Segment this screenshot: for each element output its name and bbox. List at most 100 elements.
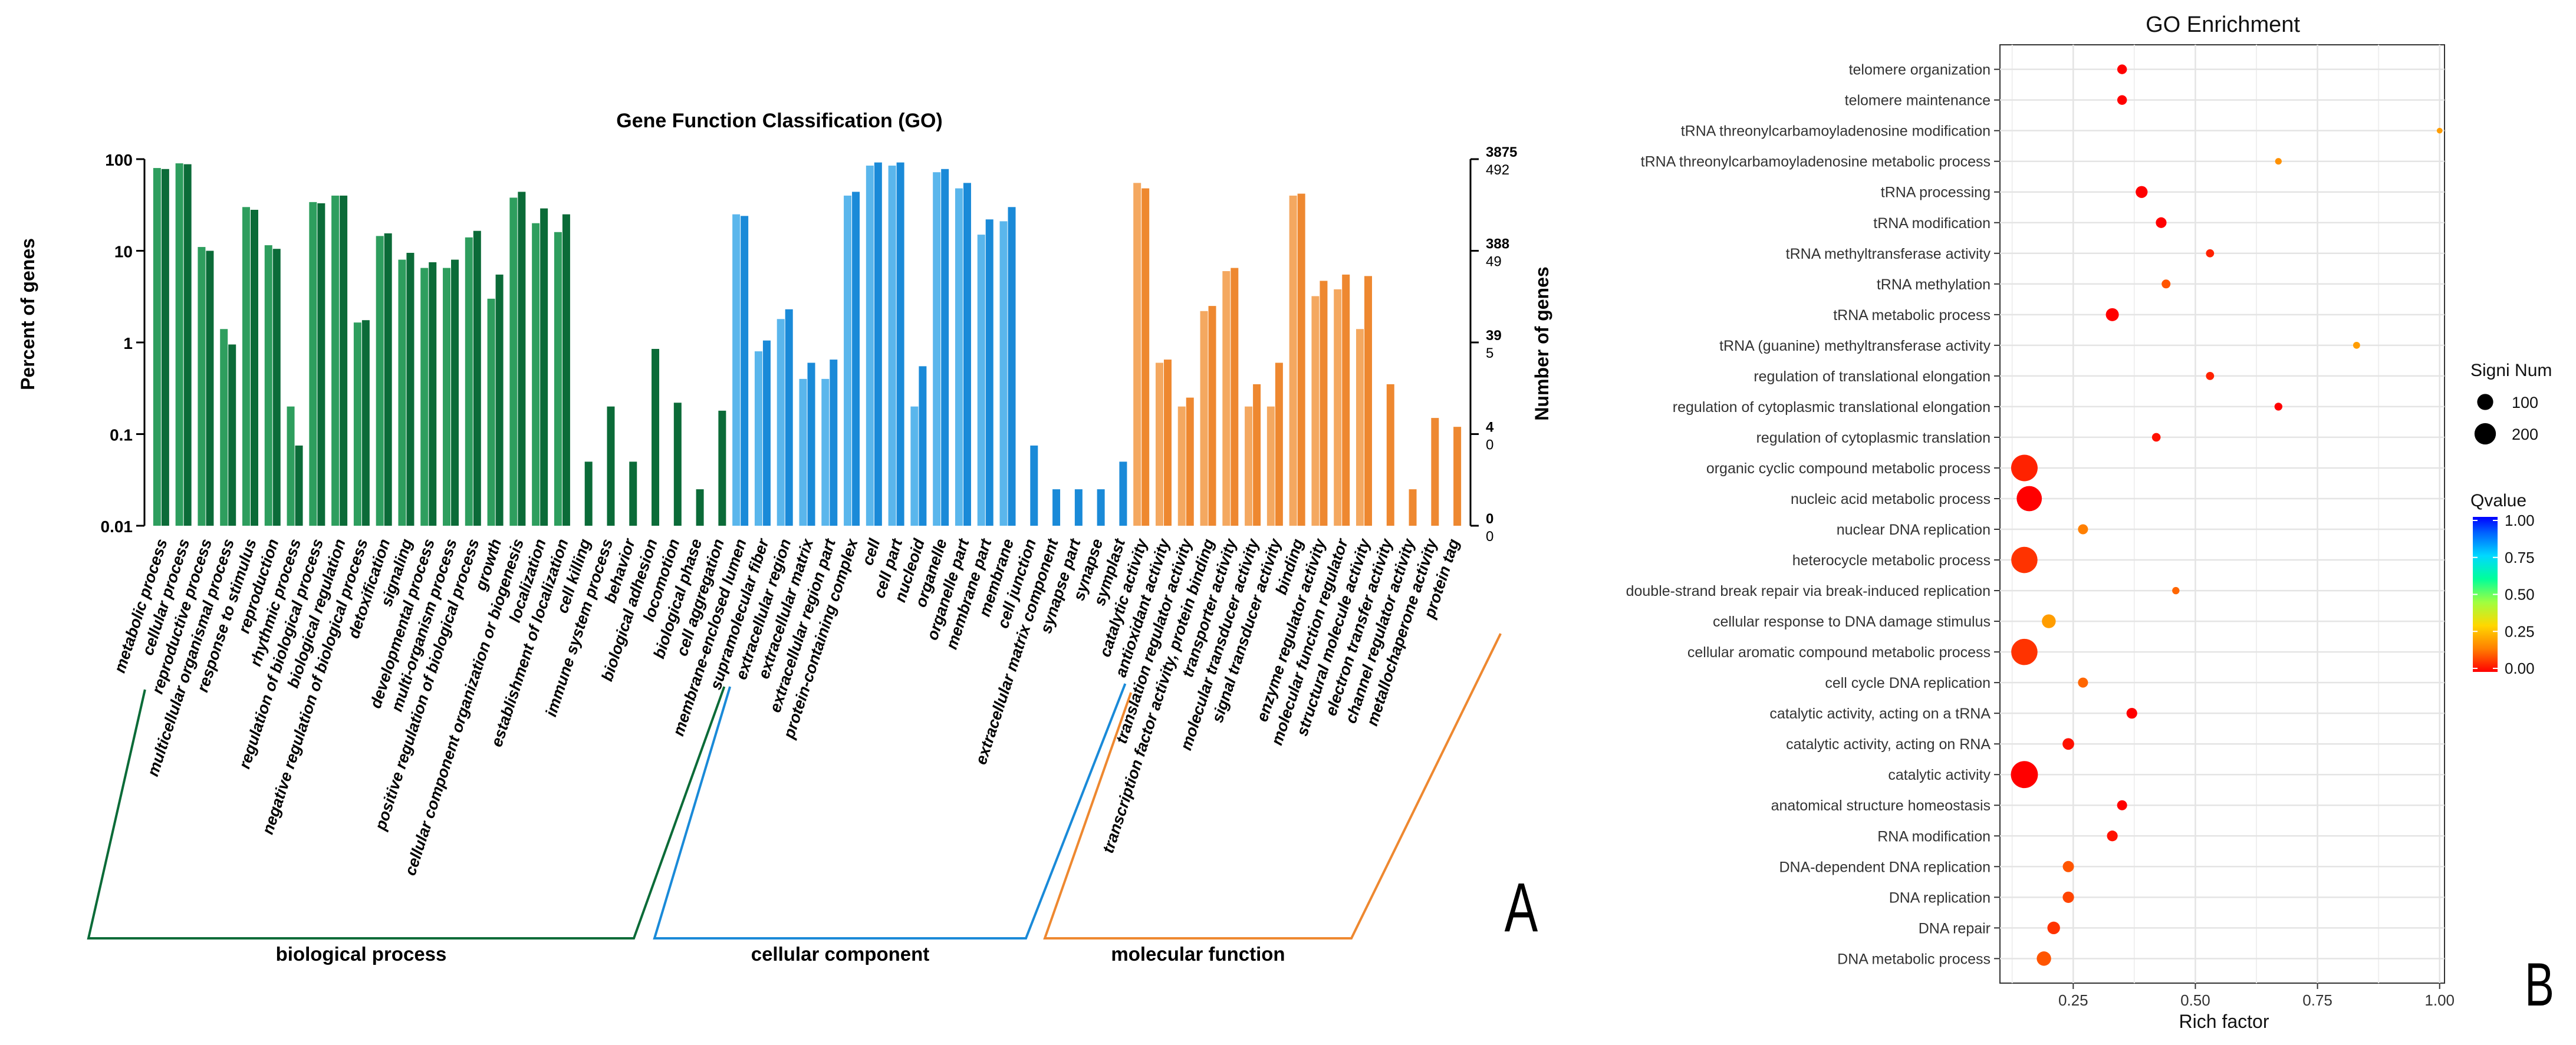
bar-pct-10 (376, 236, 384, 526)
bar-pct-17 (532, 223, 540, 526)
category-label: cell (858, 536, 884, 568)
term-dot (2011, 546, 2038, 573)
bar-count-41 (1074, 489, 1083, 526)
term-label: telomere organization (1849, 62, 1991, 78)
bar-count-20 (607, 406, 615, 526)
bar-count-44 (1141, 188, 1150, 526)
term-dot (2016, 486, 2042, 512)
group-bracket-1 (653, 683, 1127, 939)
bar-count-23 (673, 403, 682, 526)
term-dot (2011, 638, 2038, 665)
bar-count-45 (1163, 360, 1172, 526)
term-dot (2062, 738, 2074, 750)
term-dot (2136, 186, 2148, 198)
term-label: tRNA modification (1873, 215, 1991, 232)
colorbar-tick-label: 0.25 (2505, 622, 2535, 640)
panel-b-x-axis-label: Rich factor (2179, 1011, 2269, 1032)
bar-pct-14 (465, 237, 473, 526)
bar-pct-3 (220, 329, 228, 526)
bar-pct-28 (777, 319, 785, 526)
y2-tick-label-bottom: 0 (1486, 437, 1493, 453)
term-label: nuclear DNA replication (1837, 522, 1991, 538)
bar-count-47 (1208, 306, 1216, 526)
term-dot (2078, 677, 2088, 688)
term-label: DNA repair (1919, 920, 1991, 937)
bar-pct-18 (554, 232, 562, 526)
colorbar-tick-label: 0.50 (2505, 586, 2535, 604)
bar-pct-7 (309, 202, 317, 526)
bar-count-1 (183, 164, 192, 526)
bar-count-31 (852, 192, 860, 526)
bar-count-12 (429, 262, 437, 526)
bar-count-55 (1386, 384, 1394, 526)
group-label: biological process (276, 943, 447, 965)
x-tick-label: 0.50 (2180, 991, 2210, 1009)
y-tick-label: 1 (123, 334, 133, 352)
y2-tick-label-bottom: 0 (1486, 529, 1493, 545)
term-dot (2117, 800, 2127, 810)
y2-tick-label-top: 0 (1486, 511, 1493, 527)
bar-count-8 (340, 195, 348, 526)
bar-pct-27 (754, 351, 762, 526)
bar-pct-29 (799, 378, 807, 526)
plot-panel (1999, 44, 2445, 984)
bar-count-25 (718, 410, 726, 526)
panel-a-label: A (1505, 868, 1538, 946)
term-dot (2126, 708, 2137, 719)
y2-tick-label-top: 4 (1486, 420, 1494, 436)
term-label: organic cyclic compound metabolic proces… (1706, 460, 1991, 477)
bar-pct-48 (1222, 271, 1231, 526)
bar-count-9 (361, 320, 370, 526)
y-tick-label: 100 (105, 151, 133, 169)
term-dot (2011, 454, 2038, 482)
bar-count-17 (540, 208, 548, 526)
bar-count-43 (1119, 461, 1127, 526)
term-dot (2151, 433, 2161, 442)
term-dot (2078, 524, 2088, 535)
bar-count-26 (741, 216, 749, 526)
term-label: anatomical structure homeostasis (1771, 797, 1991, 814)
panel-b-title: GO Enrichment (2146, 12, 2300, 37)
panel-a-plot: 1001010.10.013875492388493954000metaboli… (87, 144, 1517, 965)
bar-pct-5 (264, 245, 272, 526)
term-label: telomere maintenance (1845, 93, 1991, 109)
y2-tick-label-top: 3875 (1486, 144, 1517, 160)
term-label: regulation of translational elongation (1753, 368, 1991, 385)
bar-count-40 (1052, 489, 1061, 526)
group-label: molecular function (1111, 943, 1285, 965)
y-tick-label: 0.01 (101, 517, 133, 536)
term-dot (2162, 279, 2171, 289)
bar-count-32 (874, 162, 882, 526)
term-dot (2042, 614, 2056, 628)
bar-count-15 (495, 274, 504, 526)
bar-pct-50 (1266, 406, 1275, 526)
panel-a-y2-axis-label: Number of genes (1531, 266, 1552, 420)
bar-count-27 (762, 340, 771, 526)
bar-pct-6 (287, 406, 295, 526)
bar-count-29 (807, 362, 815, 526)
colorbar-tick-label: 1.00 (2505, 512, 2535, 529)
bar-pct-13 (443, 268, 451, 526)
bar-count-46 (1186, 397, 1194, 526)
term-dot (2117, 64, 2127, 74)
panel-b-label: B (2525, 951, 2554, 1019)
bar-count-16 (518, 192, 526, 526)
bar-count-50 (1275, 362, 1283, 526)
x-tick-label: 0.25 (2058, 991, 2088, 1009)
panel-a-title: Gene Function Classification (GO) (616, 110, 943, 132)
bar-pct-46 (1177, 406, 1186, 526)
bar-pct-52 (1311, 296, 1320, 526)
bar-pct-51 (1289, 195, 1297, 526)
bar-pct-35 (933, 172, 941, 526)
bar-count-5 (272, 249, 281, 526)
term-dot (2011, 761, 2038, 789)
bar-count-49 (1253, 384, 1261, 526)
term-label: tRNA metabolic process (1833, 307, 1991, 324)
y2-tick-label-bottom: 49 (1486, 254, 1502, 270)
bar-count-34 (919, 366, 927, 526)
term-label: tRNA (guanine) methyltransferase activit… (1719, 338, 1991, 354)
bar-count-58 (1453, 427, 1462, 526)
bar-pct-11 (398, 259, 406, 526)
